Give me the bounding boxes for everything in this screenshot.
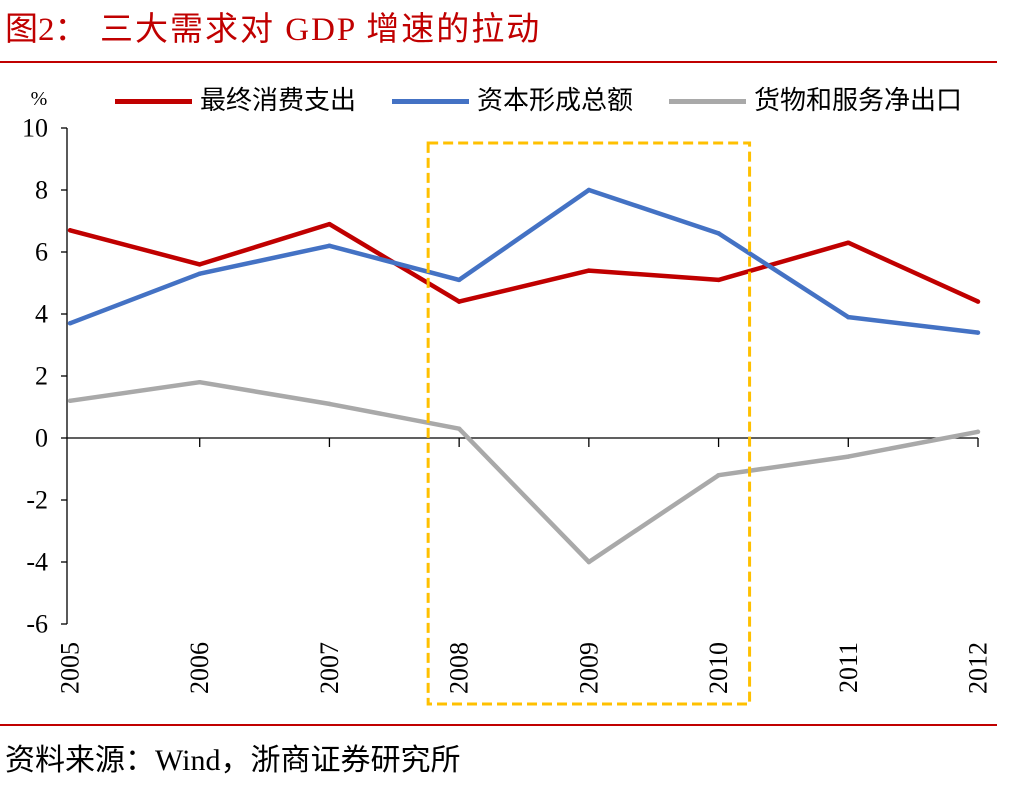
data-point	[975, 299, 981, 304]
legend-item-final-consumption: 最终消费支出	[115, 86, 356, 116]
data-point	[327, 221, 332, 227]
data-point	[456, 299, 462, 304]
data-point	[456, 426, 462, 431]
data-point	[327, 401, 332, 407]
data-point	[846, 454, 851, 459]
y-tick-label: -2	[26, 486, 48, 515]
y-tick-label: 0	[35, 424, 48, 453]
y-tick-label: 10	[22, 114, 48, 143]
series-line-net-exports	[69, 379, 979, 565]
legend-swatch	[669, 98, 747, 104]
legend-item-capital-formation: 资本形成总额	[392, 86, 633, 116]
series-layer	[67, 187, 981, 565]
x-tick-label: 2006	[185, 642, 214, 694]
legend: 最终消费支出 资本形成总额 货物和服务净出口	[115, 86, 962, 116]
x-tick-label: 2008	[445, 642, 474, 694]
y-tick-label: 4	[35, 300, 48, 329]
data-point	[197, 271, 202, 276]
x-tick-label: 2009	[574, 642, 603, 694]
data-point	[67, 398, 73, 404]
y-tick-label: 2	[35, 362, 48, 391]
data-point	[716, 277, 721, 283]
y-tick-label: -4	[26, 548, 48, 577]
figure-number: 图2：	[5, 12, 88, 48]
legend-label: 资本形成总额	[477, 86, 634, 115]
data-point	[586, 268, 592, 273]
x-tick-label: 2011	[834, 642, 863, 693]
y-axis-unit-label: %	[31, 88, 48, 110]
data-point	[586, 559, 592, 565]
x-tick-label: 2007	[315, 642, 344, 694]
x-tick-label: 2010	[704, 642, 733, 694]
legend-swatch	[392, 98, 470, 104]
y-tick-label: -6	[26, 610, 48, 639]
source-note: 资料来源：Wind，浙商证券研究所	[5, 744, 461, 777]
data-point	[67, 321, 73, 326]
data-point	[846, 240, 851, 245]
series-net-exports	[67, 379, 981, 565]
title-rule	[0, 61, 997, 63]
legend-label: 最终消费支出	[200, 86, 357, 115]
legend-label: 货物和服务净出口	[754, 86, 963, 115]
x-tick-label: 2005	[56, 642, 85, 694]
data-point	[67, 228, 73, 233]
series-line-final-consumption	[69, 221, 979, 304]
data-point	[197, 262, 202, 267]
data-point	[456, 277, 462, 283]
data-point	[197, 379, 202, 385]
data-point	[586, 187, 592, 193]
x-tick-label: 2012	[964, 642, 993, 694]
series-capital-formation	[67, 187, 981, 335]
data-point	[716, 472, 721, 478]
y-tick-label: 8	[35, 176, 48, 205]
footer-rule	[0, 724, 997, 726]
data-point	[716, 231, 721, 236]
legend-item-net-exports: 货物和服务净出口	[669, 86, 962, 116]
chart-title: 三大需求对 GDP 增速的拉动	[100, 12, 542, 48]
data-point	[846, 314, 851, 320]
data-point	[327, 243, 332, 249]
legend-swatch	[115, 98, 192, 104]
series-line-capital-formation	[69, 187, 979, 335]
axes: 10 8 6 4 2 0 -2 -4 -6 2005 2006 2007 2008 2009 2010 201…	[22, 114, 993, 695]
data-point	[975, 429, 981, 435]
series-final-consumption	[67, 221, 981, 304]
highlight-box	[426, 141, 752, 706]
data-point	[975, 330, 981, 335]
y-tick-label: 6	[35, 238, 48, 267]
